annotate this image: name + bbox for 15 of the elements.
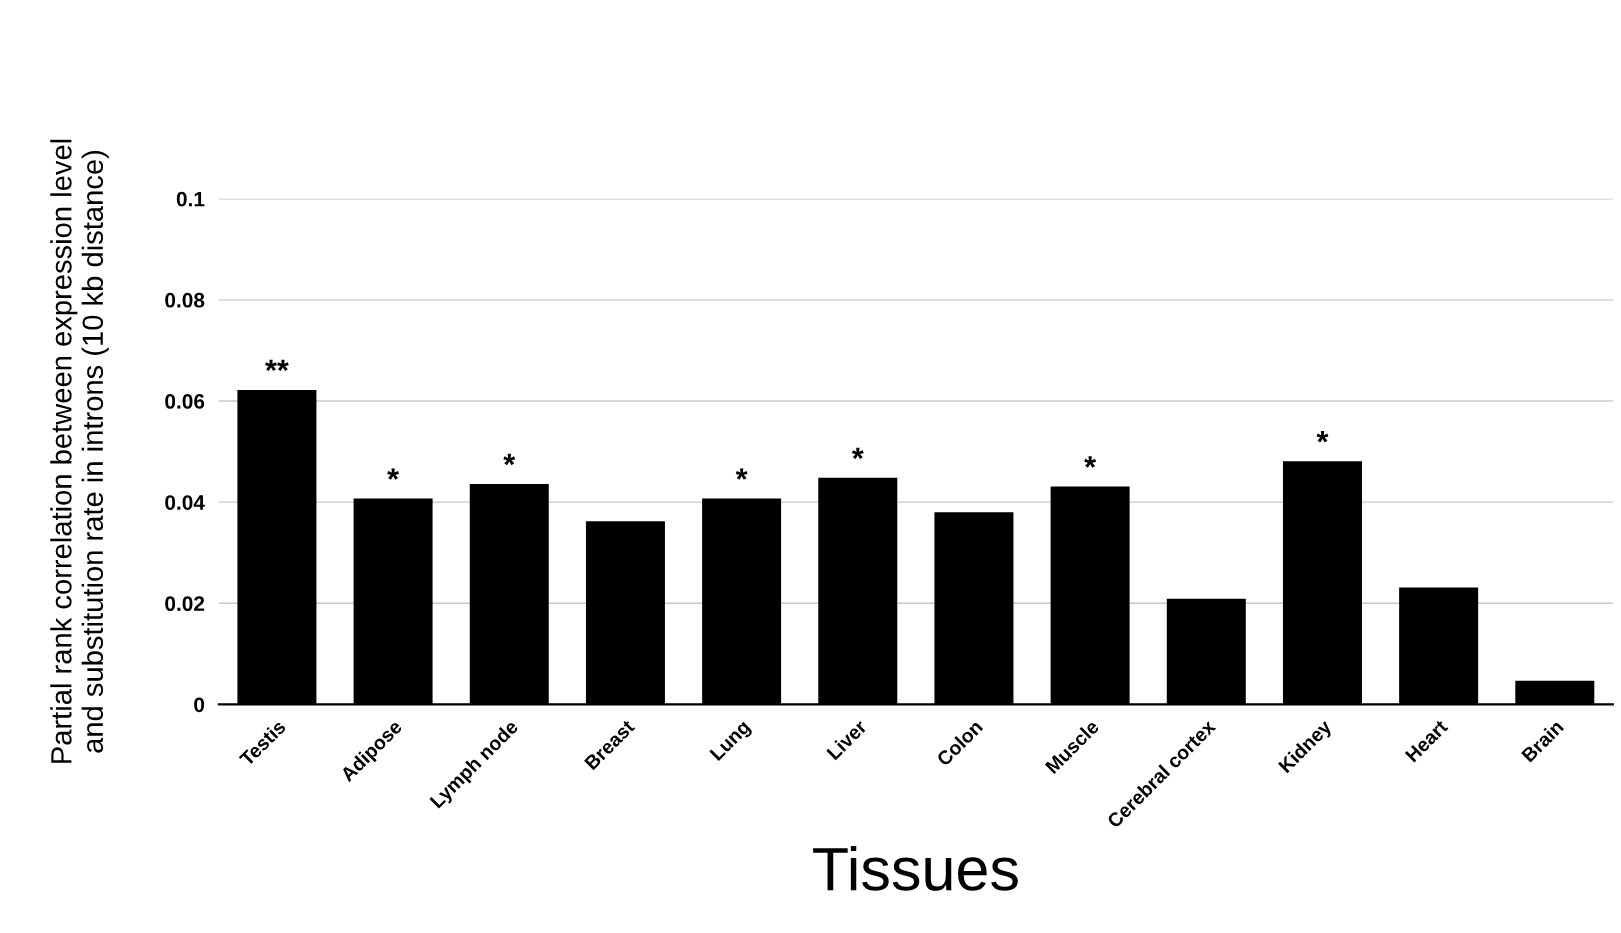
annotation: * bbox=[735, 468, 748, 480]
y-tick-label: 0.1 bbox=[176, 191, 205, 207]
annotation: * bbox=[387, 468, 400, 480]
y-tick-label: 0.06 bbox=[165, 394, 205, 409]
annotation: * bbox=[1316, 431, 1329, 443]
y-tick-label: 0.08 bbox=[165, 292, 205, 308]
y-axis-title: Partial rank correlation between expression level and substitution rate in introns (10 kb distance) bbox=[50, 139, 109, 763]
x-axis-title: Tissues bbox=[813, 845, 1018, 891]
y-tick-label: 0.02 bbox=[165, 596, 205, 612]
annotation: ** bbox=[265, 359, 289, 372]
annotation: * bbox=[1084, 456, 1097, 468]
y-tick-label: 0 bbox=[194, 697, 205, 713]
annotation: * bbox=[851, 447, 864, 460]
y-tick-label: 0.04 bbox=[165, 495, 205, 510]
annotation: * bbox=[503, 453, 516, 466]
